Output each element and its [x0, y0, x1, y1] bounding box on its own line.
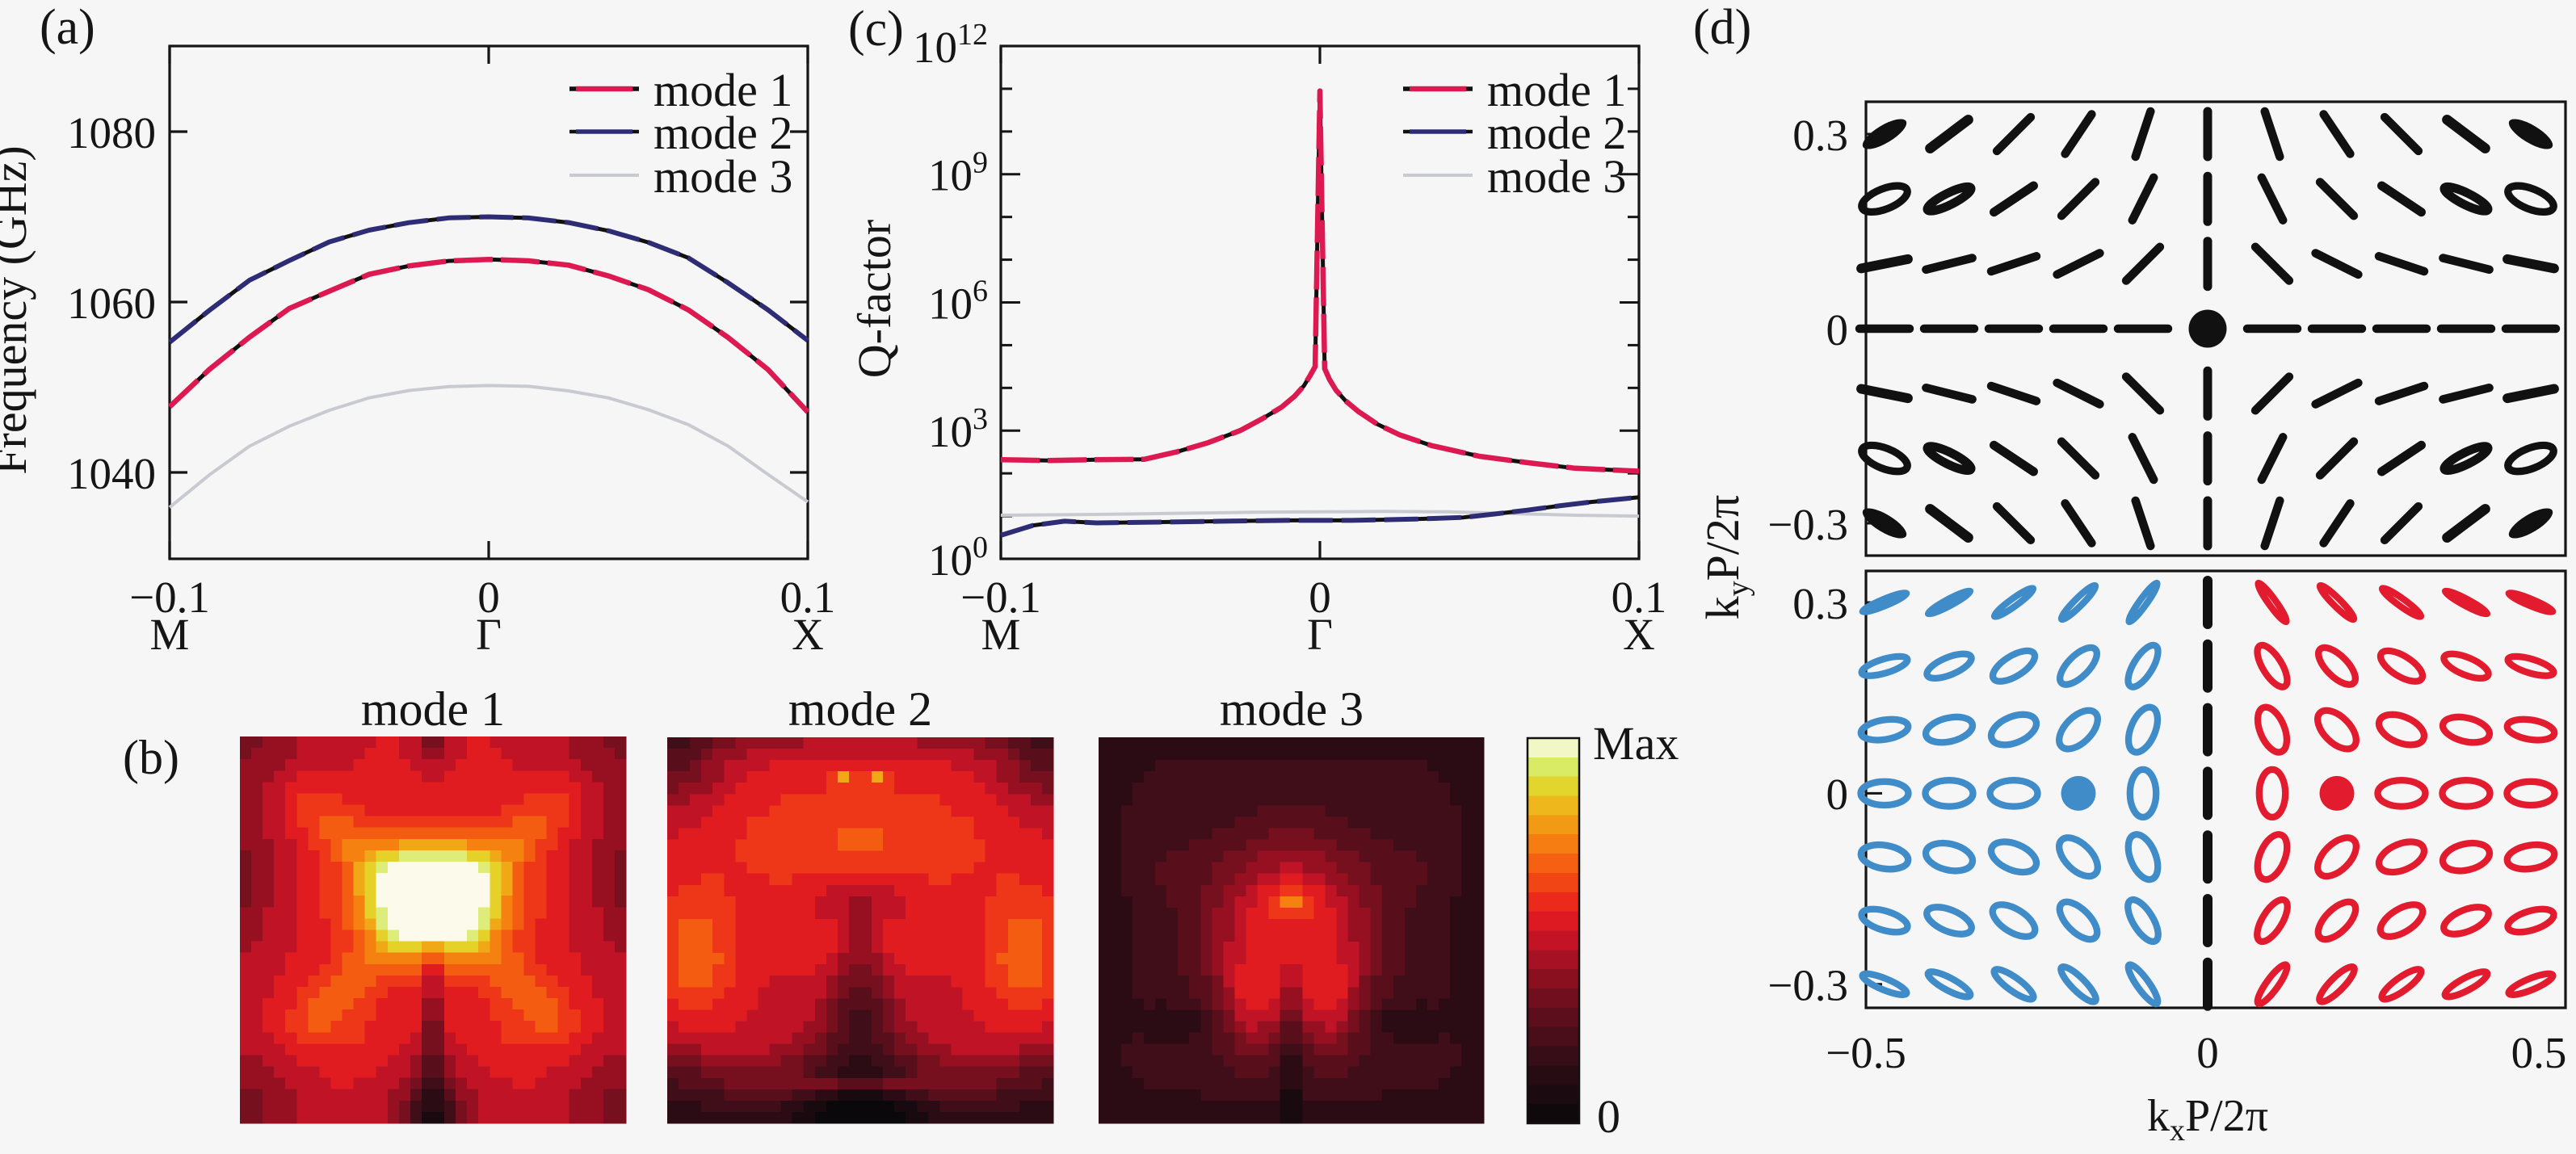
- svg-text:0: 0: [477, 573, 500, 622]
- svg-text:Γ: Γ: [476, 610, 502, 659]
- svg-text:Frequency (GHz): Frequency (GHz): [0, 145, 36, 474]
- svg-text:(a): (a): [40, 0, 95, 55]
- svg-text:−0.3: −0.3: [1767, 500, 1848, 549]
- svg-text:X: X: [792, 610, 824, 659]
- svg-text:kyP/2π: kyP/2π: [1696, 495, 1755, 620]
- svg-text:0: 0: [1597, 1090, 1620, 1143]
- svg-text:mode 3: mode 3: [1220, 682, 1364, 736]
- svg-text:1060: 1060: [67, 279, 156, 328]
- svg-text:kxP/2π: kxP/2π: [2147, 1091, 2268, 1148]
- svg-text:0: 0: [2196, 1028, 2219, 1077]
- svg-text:(d): (d): [1693, 0, 1751, 55]
- svg-text:mode 2: mode 2: [1487, 107, 1626, 159]
- svg-text:0.3: 0.3: [1792, 579, 1848, 628]
- svg-text:Q-factor: Q-factor: [848, 220, 901, 378]
- svg-text:0.1: 0.1: [1612, 573, 1667, 622]
- svg-text:0.5: 0.5: [2511, 1028, 2567, 1077]
- svg-text:mode 1: mode 1: [653, 64, 792, 116]
- svg-text:M: M: [150, 610, 190, 659]
- svg-text:mode 2: mode 2: [653, 107, 792, 159]
- svg-text:0: 0: [1826, 770, 1849, 819]
- svg-text:−0.3: −0.3: [1767, 961, 1848, 1010]
- svg-text:−0.1: −0.1: [129, 573, 210, 622]
- svg-text:1040: 1040: [67, 449, 156, 498]
- svg-text:Γ: Γ: [1307, 610, 1333, 659]
- svg-text:−0.1: −0.1: [960, 573, 1041, 622]
- svg-text:(c): (c): [848, 2, 904, 57]
- svg-text:(b): (b): [123, 731, 179, 784]
- svg-text:mode 1: mode 1: [361, 682, 505, 736]
- svg-text:mode 3: mode 3: [1487, 150, 1626, 203]
- svg-text:0: 0: [1826, 305, 1849, 355]
- svg-text:Max: Max: [1593, 717, 1679, 770]
- svg-text:0: 0: [1309, 573, 1331, 622]
- svg-text:mode 1: mode 1: [1487, 64, 1626, 116]
- svg-text:mode 3: mode 3: [653, 150, 792, 203]
- svg-text:0.1: 0.1: [780, 573, 836, 622]
- svg-text:0.3: 0.3: [1792, 111, 1848, 160]
- svg-text:X: X: [1623, 610, 1655, 659]
- svg-text:−0.5: −0.5: [1826, 1028, 1906, 1077]
- svg-text:1080: 1080: [67, 108, 156, 157]
- svg-text:M: M: [981, 610, 1021, 659]
- svg-text:mode 2: mode 2: [788, 682, 932, 736]
